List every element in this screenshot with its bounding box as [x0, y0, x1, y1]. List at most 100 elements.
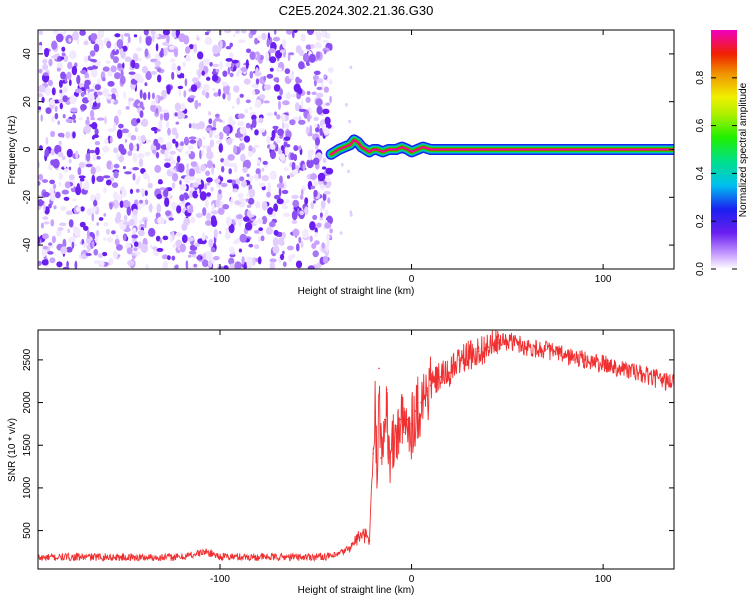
noise-blob	[201, 70, 205, 76]
noise-blob	[224, 30, 232, 34]
noise-blob	[197, 238, 204, 245]
noise-blob	[316, 78, 324, 84]
noise-blob	[256, 159, 261, 164]
noise-blob	[298, 236, 302, 244]
noise-blob	[212, 63, 220, 68]
noise-blob	[135, 178, 140, 185]
noise-blob	[254, 37, 259, 45]
noise-blob	[83, 225, 89, 231]
noise-blob	[276, 198, 284, 205]
noise-blob	[202, 136, 206, 140]
noise-blob	[282, 261, 287, 268]
noise-blob	[137, 229, 145, 237]
noise-blob	[148, 227, 156, 237]
noise-blob	[130, 73, 134, 80]
noise-blob	[65, 131, 71, 139]
noise-blob	[243, 262, 247, 269]
noise-blob	[253, 144, 260, 148]
noise-blob	[184, 175, 191, 184]
noise-blob	[51, 87, 56, 96]
noise-blob	[220, 158, 225, 163]
noise-blob	[50, 219, 55, 227]
noise-blob	[45, 137, 49, 145]
noise-blob	[198, 102, 201, 107]
noise-blob	[74, 260, 78, 269]
noise-blob	[132, 167, 139, 171]
noise-blob	[102, 251, 108, 257]
noise-blob	[183, 136, 190, 146]
noise-blob	[211, 127, 217, 131]
noise-blob	[119, 48, 124, 56]
noise-blob	[123, 234, 126, 241]
noise-blob	[228, 168, 232, 175]
noise-blob	[223, 84, 230, 95]
noise-blob	[226, 138, 233, 145]
noise-blob	[48, 203, 52, 209]
snr-point	[383, 418, 386, 421]
noise-blob	[120, 69, 124, 78]
noise-blob	[138, 141, 142, 147]
noise-blob	[114, 33, 121, 38]
noise-blob	[323, 74, 327, 79]
noise-blob	[269, 258, 277, 263]
noise-blob	[228, 223, 235, 234]
noise-blob	[321, 103, 327, 107]
noise-blob	[176, 205, 182, 214]
noise-blob	[201, 149, 205, 157]
noise-blob	[92, 102, 97, 107]
noise-blob	[107, 80, 115, 87]
noise-blob	[231, 59, 239, 64]
noise-blob	[43, 202, 46, 212]
noise-blob	[186, 167, 190, 177]
noise-blob	[51, 40, 58, 50]
noise-blob	[87, 88, 95, 92]
noise-blob	[75, 150, 79, 160]
noise-blob	[132, 173, 136, 181]
noise-blob	[326, 233, 330, 242]
noise-blob	[100, 260, 105, 267]
noise-blob	[312, 157, 320, 165]
noise-blob	[286, 175, 291, 179]
snr-point	[420, 401, 422, 404]
noise-blob	[84, 79, 91, 86]
noise-blob	[179, 184, 187, 191]
noise-blob	[254, 71, 261, 77]
noise-blob	[205, 170, 211, 177]
noise-blob	[313, 70, 321, 76]
noise-blob	[241, 30, 247, 34]
noise-blob	[237, 192, 244, 199]
noise-blob	[110, 87, 118, 94]
noise-blob	[118, 155, 125, 163]
noise-blob	[282, 38, 287, 49]
noise-blob	[147, 182, 153, 189]
noise-blob	[158, 96, 164, 101]
noise-blob	[305, 126, 310, 135]
noise-blob	[152, 246, 158, 250]
noise-blob	[111, 230, 116, 235]
noise-blob	[290, 94, 297, 98]
noise-blob	[61, 134, 65, 138]
noise-blob	[134, 126, 139, 133]
noise-blob	[163, 189, 168, 198]
noise-blob	[312, 250, 319, 258]
noise-blob	[349, 65, 353, 70]
snr-point	[525, 346, 528, 348]
noise-blob	[269, 170, 277, 180]
noise-blob	[96, 91, 103, 96]
noise-blob	[272, 36, 281, 42]
noise-blob	[221, 165, 225, 173]
noise-blob	[275, 67, 283, 73]
noise-blob	[135, 188, 140, 193]
noise-blob	[283, 212, 290, 218]
noise-blob	[281, 205, 289, 210]
noise-blob	[251, 90, 256, 96]
noise-blob	[339, 231, 343, 235]
noise-blob	[103, 237, 107, 241]
noise-blob	[53, 205, 57, 210]
noise-blob	[269, 143, 276, 150]
noise-blob	[92, 153, 98, 161]
noise-blob	[139, 35, 142, 44]
snr-point	[659, 379, 662, 382]
noise-blob	[293, 145, 299, 152]
noise-blob	[322, 108, 330, 115]
